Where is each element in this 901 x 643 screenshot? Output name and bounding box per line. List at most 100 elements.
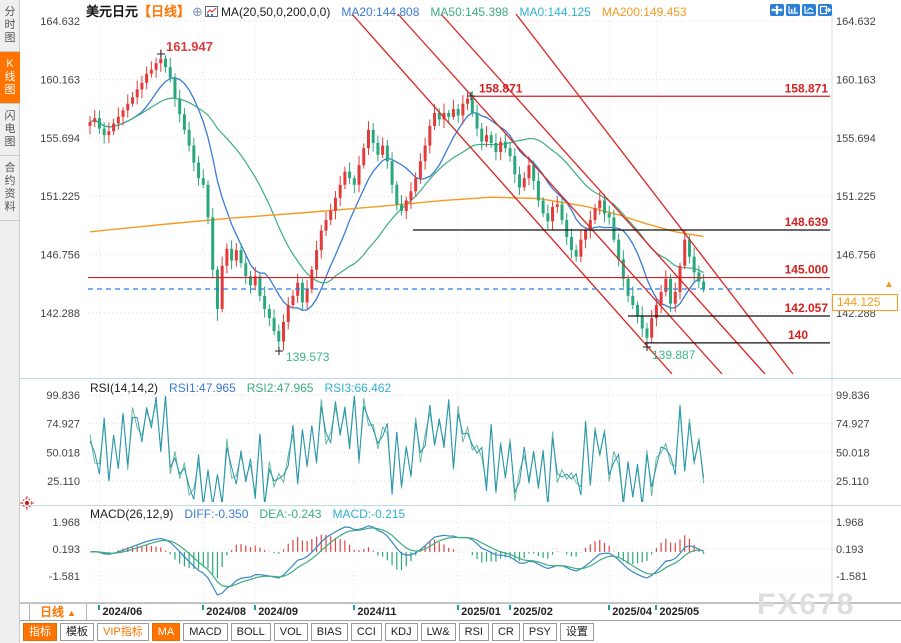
indicator-tab-RSI[interactable]: RSI <box>458 623 489 641</box>
macd-panel-header: MACD(26,12,9) DIFF:-0.350 DEA:-0.243 MACD:-… <box>90 507 405 521</box>
svg-text:0.193: 0.193 <box>836 544 864 556</box>
level-label: 142.057 <box>785 301 829 315</box>
date-label: 2024/06 <box>102 606 143 618</box>
svg-text:155.694: 155.694 <box>40 133 80 145</box>
macd-values: DIFF:-0.350 DEA:-0.243 MACD:-0.215 <box>173 507 405 521</box>
date-tick <box>509 605 512 610</box>
date-axis: 日线 ▲ 2024/06 2024/08 2024/09 2024/11 2025/01 2… <box>20 603 901 621</box>
sidebar-tab-1[interactable]: 分时图 <box>0 0 20 52</box>
chart-header: 美元日元【日线】 ⊕ MA(20,50,0,200,0,0) MA20:144.808… <box>86 1 687 20</box>
level-label: 148.639 <box>785 215 829 229</box>
panel-separator <box>20 505 901 506</box>
date-tick <box>353 605 356 610</box>
price-annotation: 139.573 <box>286 350 330 364</box>
indicator-tab-PSY[interactable]: PSY <box>522 623 557 641</box>
axis-scale-icon[interactable] <box>786 3 800 21</box>
svg-text:50.018: 50.018 <box>836 447 870 459</box>
chart-type-sidebar: 分时图 K线图 闪电图 合约资料 <box>0 0 20 643</box>
svg-text:50.018: 50.018 <box>46 447 80 459</box>
rsi-value-label: RSI1:47.965 <box>169 381 236 395</box>
date-label: 2025/04 <box>612 606 652 618</box>
macd-plot <box>88 507 830 602</box>
svg-text:-1.581: -1.581 <box>836 571 867 583</box>
date-tick <box>655 605 658 610</box>
rsi-values: RSI1:47.965 RSI2:47.965 RSI3:66.462 <box>158 381 391 395</box>
current-price-tag: 144.125 <box>832 294 898 311</box>
price-up-arrow-icon: ▲ <box>884 279 894 290</box>
period-tag: 【日线】 <box>138 4 191 19</box>
level-label: 158.871 <box>785 81 829 95</box>
date-label: 2025/02 <box>513 606 553 618</box>
indicator-tab-CCI[interactable]: CCI <box>350 623 382 641</box>
svg-text:1.968: 1.968 <box>52 517 80 529</box>
indicator-tab-BOLL[interactable]: BOLL <box>230 623 271 641</box>
pop-out-icon[interactable] <box>818 3 832 21</box>
date-tick <box>254 605 257 610</box>
indicator-tabbar: 指标 模板 VIP指标 MA MACD BOLL VOL BIAS CCI KDJ LW& RSI CR… <box>20 620 901 643</box>
sidebar-tab-4[interactable]: 合约资料 <box>0 156 20 221</box>
indicator-tab-设置[interactable]: 设置 <box>559 623 594 641</box>
rsi-params-label: RSI(14,14,2) <box>90 381 159 395</box>
svg-text:25.110: 25.110 <box>836 476 869 488</box>
indicator-tab-VOL[interactable]: VOL <box>273 623 308 641</box>
ma-value-label: MA20:144.808 <box>341 5 420 19</box>
rsi-value-label: RSI2:47.965 <box>246 381 314 395</box>
pan-move-icon[interactable] <box>770 3 784 21</box>
indicator-tab-MA[interactable]: MA <box>151 623 181 641</box>
indicator-tab-KDJ[interactable]: KDJ <box>384 623 418 641</box>
macd-value-label: DEA:-0.243 <box>259 507 322 521</box>
svg-text:164.632: 164.632 <box>40 16 80 28</box>
svg-text:74.927: 74.927 <box>46 419 80 431</box>
indicator-tab-指标[interactable]: 指标 <box>23 623 57 641</box>
rsi-plot <box>88 381 830 502</box>
ma-settings-label: MA(20,50,0,200,0,0) <box>220 5 331 19</box>
period-selector[interactable]: 日线 ▲ <box>29 604 87 621</box>
indicator-tab-MACD[interactable]: MACD <box>183 623 228 641</box>
indicator-tab-CR[interactable]: CR <box>491 623 520 641</box>
rsi-panel-header: RSI(14,14,2) RSI1:47.965 RSI2:47.965 RSI3:6… <box>90 381 391 395</box>
date-label: 2024/09 <box>258 606 298 618</box>
period-arrow-icon: ▲ <box>67 608 76 618</box>
indicator-tab-模板[interactable]: 模板 <box>60 623 94 641</box>
level-label: 145.000 <box>785 263 829 277</box>
mini-chart-icon[interactable] <box>204 6 218 20</box>
symbol-name: 美元日元 <box>86 4 139 19</box>
date-tick <box>457 605 460 610</box>
macd-params-label: MACD(26,12,9) <box>90 507 174 521</box>
period-label: 日线 <box>40 605 65 619</box>
svg-text:160.163: 160.163 <box>40 74 80 86</box>
ma-value-label: MA0:144.125 <box>519 5 591 19</box>
sidebar-tab-3[interactable]: 闪电图 <box>0 104 20 156</box>
panel-separator <box>20 378 901 379</box>
svg-text:160.163: 160.163 <box>836 74 876 86</box>
macd-value-label: DIFF:-0.350 <box>184 507 249 521</box>
svg-text:155.694: 155.694 <box>836 133 876 145</box>
axis-pointer-icon[interactable] <box>802 3 816 21</box>
ma-value-label: MA200:149.453 <box>601 5 687 19</box>
main-plot <box>88 12 830 374</box>
indicator-tab-LW&[interactable]: LW& <box>420 623 456 641</box>
panel-separator <box>20 602 901 603</box>
rsi-value-label: RSI3:66.462 <box>324 381 392 395</box>
svg-text:146.756: 146.756 <box>40 250 80 262</box>
svg-text:0.193: 0.193 <box>52 544 80 556</box>
svg-text:151.225: 151.225 <box>40 191 80 203</box>
svg-text:142.288: 142.288 <box>40 308 80 320</box>
date-label: 2025/05 <box>659 606 700 618</box>
indicator-tab-VIP指标[interactable]: VIP指标 <box>97 623 149 641</box>
level-label: 140 <box>788 328 808 342</box>
alert-icon[interactable] <box>20 496 34 515</box>
svg-text:25.110: 25.110 <box>47 476 80 488</box>
chart-toolbar <box>768 3 832 21</box>
add-indicator-icon[interactable]: ⊕ <box>192 4 203 19</box>
price-annotation: 161.947 <box>166 39 213 54</box>
ma-value-label: MA50:145.398 <box>430 5 509 19</box>
date-label: 2024/11 <box>357 606 397 618</box>
indicator-tab-BIAS[interactable]: BIAS <box>310 623 348 641</box>
svg-text:164.632: 164.632 <box>836 16 876 28</box>
level-label: 158.871 <box>479 81 523 95</box>
sidebar-tab-2[interactable]: K线图 <box>0 52 20 104</box>
svg-text:151.225: 151.225 <box>836 191 876 203</box>
